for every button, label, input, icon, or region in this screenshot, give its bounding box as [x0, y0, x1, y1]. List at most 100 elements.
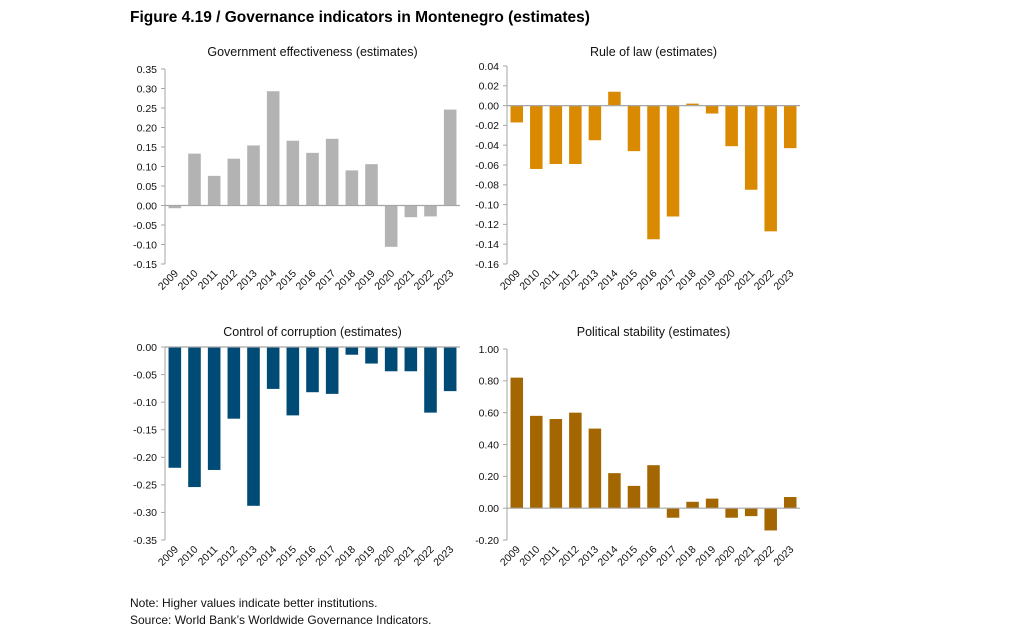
- chart-panel-gov-effectiveness: Government effectiveness (estimates) 0.35…: [120, 36, 480, 316]
- x-tick-label: 2014: [254, 268, 279, 293]
- chart-title: Political stability (estimates): [577, 325, 731, 339]
- x-tick-label: 2022: [412, 544, 437, 569]
- bar-2010: [530, 415, 543, 509]
- bar-2015: [627, 485, 641, 509]
- bar-2020: [725, 105, 738, 147]
- x-tick-label: 2017: [313, 544, 338, 569]
- x-tick-label: 2013: [576, 268, 601, 293]
- bar-2009: [168, 347, 182, 468]
- bar-2010: [188, 153, 201, 206]
- y-tick-label: 0.35: [137, 64, 158, 76]
- y-tick-label: -0.10: [133, 239, 157, 251]
- x-tick-label: 2014: [596, 544, 621, 569]
- bar-2014: [266, 91, 280, 206]
- x-tick-label: 2016: [294, 268, 319, 293]
- bar-2022: [764, 105, 777, 232]
- bar-2023: [783, 497, 797, 509]
- x-tick-label: 2021: [732, 544, 757, 569]
- bar-2009: [510, 377, 524, 509]
- y-tick-label: 0.15: [137, 142, 158, 154]
- bar-2014: [266, 347, 280, 389]
- bar-2011: [549, 419, 563, 509]
- x-tick-label: 2017: [313, 268, 338, 293]
- y-tick-label: 0.00: [137, 200, 158, 212]
- bar-2010: [530, 105, 543, 169]
- y-tick-label: 0.20: [137, 122, 158, 134]
- y-tick-label: -0.02: [475, 120, 499, 132]
- y-tick-label: -0.15: [133, 425, 157, 437]
- bar-2010: [188, 347, 201, 488]
- bar-2022: [764, 508, 777, 531]
- x-tick-label: 2012: [556, 544, 581, 569]
- y-tick-label: 0.25: [137, 103, 158, 115]
- y-tick-label: 0.60: [479, 407, 500, 419]
- chart-rule-of-law: Rule of law (estimates) 0.04 0.02 0.00 -0.02…: [475, 45, 800, 293]
- y-tick-label: 0.00: [137, 342, 158, 354]
- x-tick-label: 2013: [235, 544, 260, 569]
- y-tick-label: 1.00: [479, 344, 500, 356]
- bar-2023: [443, 347, 457, 392]
- bar-2019: [365, 347, 378, 364]
- y-tick-label: -0.35: [133, 535, 157, 547]
- x-tick-label: 2023: [431, 544, 456, 569]
- x-tick-label: 2010: [176, 268, 201, 293]
- x-tick-label: 2020: [372, 544, 397, 569]
- x-tick-label: 2009: [156, 268, 181, 293]
- x-tick-label: 2009: [498, 544, 523, 569]
- x-tick-label: 2016: [635, 268, 660, 293]
- bar-2014: [608, 473, 621, 509]
- x-tick-label: 2011: [537, 268, 562, 293]
- x-tick-label: 2022: [412, 268, 437, 293]
- x-tick-label: 2018: [674, 268, 699, 293]
- y-tick-label: 0.00: [479, 503, 500, 515]
- x-tick-label: 2012: [556, 268, 581, 293]
- bar-2018: [345, 347, 359, 355]
- y-tick-label: -0.06: [475, 160, 499, 172]
- x-tick-label: 2017: [654, 544, 679, 569]
- x-tick-label: 2021: [392, 544, 417, 569]
- bar-2014: [608, 91, 621, 106]
- chart-panel-political-stability: Political stability (estimates) 1.00 0.80 0…: [470, 318, 830, 598]
- y-tick-label: 0.40: [479, 439, 500, 451]
- bar-2021: [404, 205, 418, 218]
- x-tick-label: 2010: [517, 268, 542, 293]
- bar-2011: [207, 347, 221, 470]
- x-tick-label: 2015: [274, 544, 299, 569]
- y-tick-label: -0.10: [475, 199, 499, 211]
- x-tick-label: 2010: [176, 544, 201, 569]
- chart-title: Control of corruption (estimates): [223, 325, 402, 339]
- y-tick-label: 0.80: [479, 376, 500, 388]
- bar-2011: [549, 105, 563, 165]
- bar-2012: [227, 158, 241, 206]
- bar-2016: [306, 152, 319, 206]
- y-tick-label: -0.20: [133, 452, 157, 464]
- chart-panel-rule-of-law: Rule of law (estimates) 0.04 0.02 0.00 -0.02…: [470, 36, 830, 316]
- x-tick-label: 2015: [615, 268, 640, 293]
- x-tick-label: 2019: [353, 268, 378, 293]
- bar-2016: [306, 347, 319, 393]
- x-tick-label: 2020: [713, 268, 738, 293]
- bar-2022: [424, 347, 437, 413]
- x-tick-label: 2013: [576, 544, 601, 569]
- bar-2021: [404, 347, 418, 372]
- y-tick-label: -0.25: [133, 480, 157, 492]
- bar-2017: [325, 347, 339, 394]
- chart-title: Rule of law (estimates): [590, 45, 717, 59]
- bar-2018: [686, 501, 699, 509]
- y-tick-label: -0.10: [133, 397, 157, 409]
- x-tick-label: 2013: [235, 268, 260, 293]
- x-tick-label: 2021: [732, 268, 757, 293]
- y-tick-label: -0.30: [133, 507, 157, 519]
- y-tick-label: -0.08: [475, 180, 499, 192]
- x-tick-label: 2023: [771, 544, 796, 569]
- x-tick-label: 2016: [635, 544, 660, 569]
- x-tick-label: 2020: [713, 544, 738, 569]
- x-tick-label: 2019: [693, 268, 718, 293]
- y-tick-label: -0.15: [133, 259, 157, 271]
- x-tick-label: 2011: [537, 544, 562, 569]
- bar-2012: [227, 347, 241, 419]
- x-tick-label: 2009: [498, 268, 523, 293]
- chart-title: Government effectiveness (estimates): [207, 45, 417, 59]
- bar-2017: [666, 508, 680, 518]
- x-tick-label: 2011: [196, 544, 221, 569]
